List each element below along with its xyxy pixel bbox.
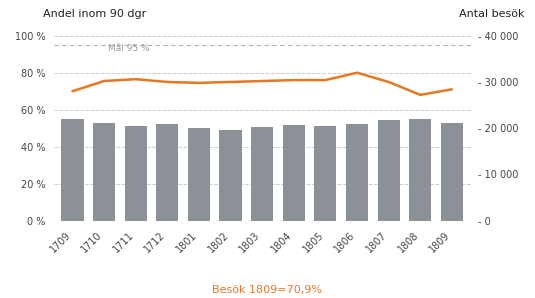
Bar [62,119,83,221]
Bar [93,122,115,221]
Bar [251,127,273,221]
Bar [378,120,400,221]
Bar [409,119,431,221]
Bar [315,126,337,221]
Bar [346,125,368,221]
Bar [282,125,305,221]
Text: Andel inom 90 dgr: Andel inom 90 dgr [43,9,146,19]
Text: Besök 1809=70,9%: Besök 1809=70,9% [212,285,323,295]
Bar [219,130,242,221]
Text: Mål 95 %: Mål 95 % [108,44,149,53]
Bar [125,126,147,221]
Bar [441,122,463,221]
Bar [188,128,210,221]
Bar [156,125,178,221]
Text: Antal besök: Antal besök [459,9,524,19]
